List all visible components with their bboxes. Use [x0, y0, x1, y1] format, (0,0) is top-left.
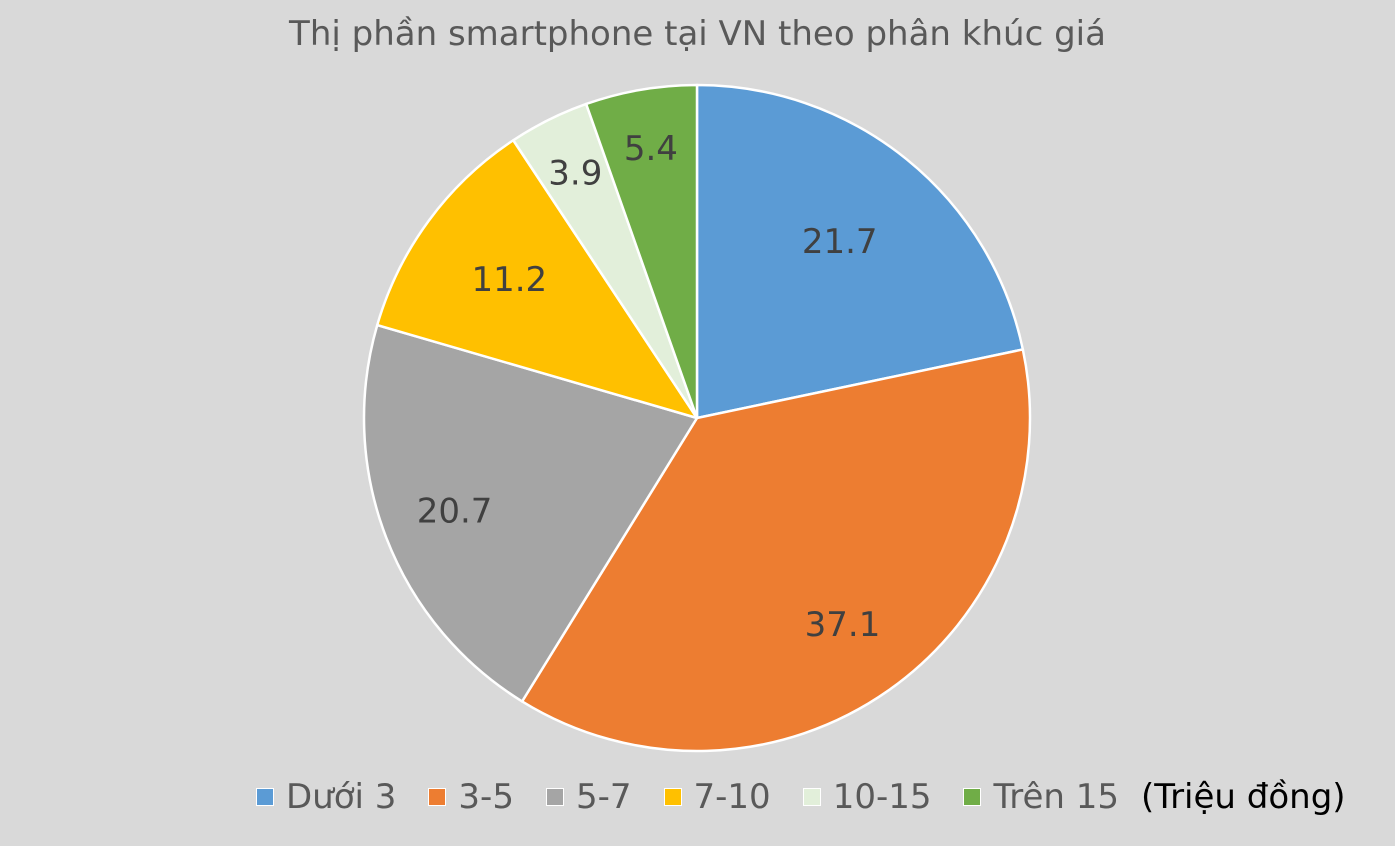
legend-label-10-15: 10-15 — [832, 777, 932, 817]
legend-label-tren-15: Trên 15 — [993, 777, 1120, 817]
pie-slice-duoi-3 — [695, 83, 1025, 420]
data-label-duoi-3: 21.7 — [802, 222, 878, 262]
legend-swatch-3-5 — [428, 788, 447, 806]
pie-slice-3-5 — [520, 348, 1032, 753]
legend-swatch-5-7 — [545, 788, 564, 806]
legend-label-duoi-3: Dưới 3 — [286, 777, 397, 817]
legend-item-7-10: 7-10 — [663, 777, 771, 817]
legend-swatch-tren-15 — [963, 788, 982, 806]
legend-item-duoi-3: Dưới 3 — [256, 777, 396, 817]
legend-swatch-10-15 — [802, 788, 821, 806]
chart-title: Thị phần smartphone tại VN theo phân khú… — [289, 14, 1106, 54]
pie-slice-tren-15 — [584, 83, 699, 420]
legend-label-3-5: 3-5 — [458, 777, 514, 817]
legend-swatch-duoi-3 — [256, 788, 274, 806]
legend-label-5-7: 5-7 — [575, 777, 632, 817]
data-label-10-15: 3.9 — [548, 154, 602, 194]
legend-item-5-7: 5-7 — [545, 777, 632, 817]
legend-unit: (Triệu đồng) — [1141, 777, 1346, 817]
pie-slices — [362, 83, 1032, 753]
legend: Dưới 3 3-5 5-7 7-10 10-15 Trên 15 (Triệu đồng… — [256, 772, 1346, 822]
legend-items: Dưới 3 3-5 5-7 7-10 10-15 Trên 15 — [256, 777, 1151, 817]
data-label-3-5: 37.1 — [805, 605, 881, 645]
data-label-5-7: 20.7 — [417, 491, 493, 531]
pie-slice-5-7 — [362, 323, 699, 703]
pie-data-labels: 21.7 37.1 20.7 11.2 3.9 5.4 — [417, 129, 881, 645]
legend-item-tren-15: Trên 15 — [963, 777, 1119, 817]
data-label-tren-15: 5.4 — [624, 129, 678, 169]
legend-label-7-10: 7-10 — [693, 777, 771, 817]
legend-item-10-15: 10-15 — [802, 777, 932, 817]
legend-item-3-5: 3-5 — [428, 777, 514, 817]
pie-slice-7-10 — [375, 139, 699, 420]
data-label-7-10: 11.2 — [471, 260, 547, 300]
legend-swatch-7-10 — [663, 788, 682, 806]
